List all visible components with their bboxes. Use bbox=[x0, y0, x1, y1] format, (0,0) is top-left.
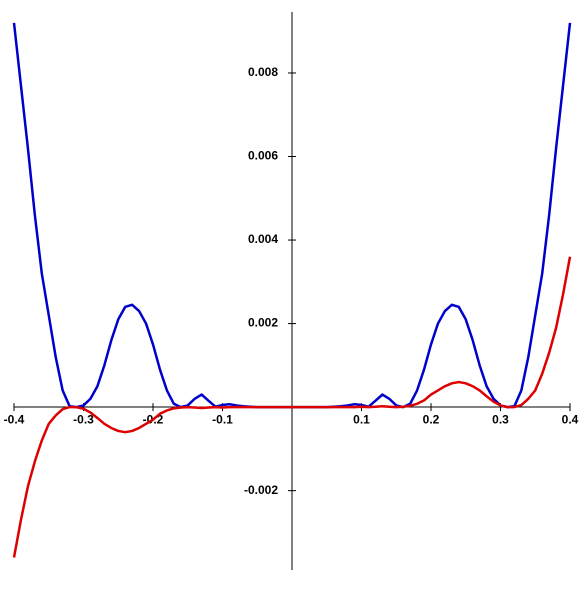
y-tick-label: 0.008 bbox=[248, 65, 278, 79]
x-tick-label: 0.2 bbox=[423, 412, 440, 426]
y-tick-label: 0.002 bbox=[248, 316, 278, 330]
y-tick-label: 0.006 bbox=[248, 149, 278, 163]
x-tick-label: 0.3 bbox=[492, 412, 509, 426]
y-tick-label: -0.002 bbox=[244, 483, 278, 497]
y-tick-label: 0.004 bbox=[248, 232, 278, 246]
series-line bbox=[12, 256, 572, 558]
x-tick-label: -0.1 bbox=[212, 412, 233, 426]
x-tick-label: 0.1 bbox=[353, 412, 370, 426]
x-tick-label: -0.3 bbox=[73, 412, 94, 426]
x-tick-label: -0.4 bbox=[4, 412, 25, 426]
x-tick-label: 0.4 bbox=[562, 412, 579, 426]
